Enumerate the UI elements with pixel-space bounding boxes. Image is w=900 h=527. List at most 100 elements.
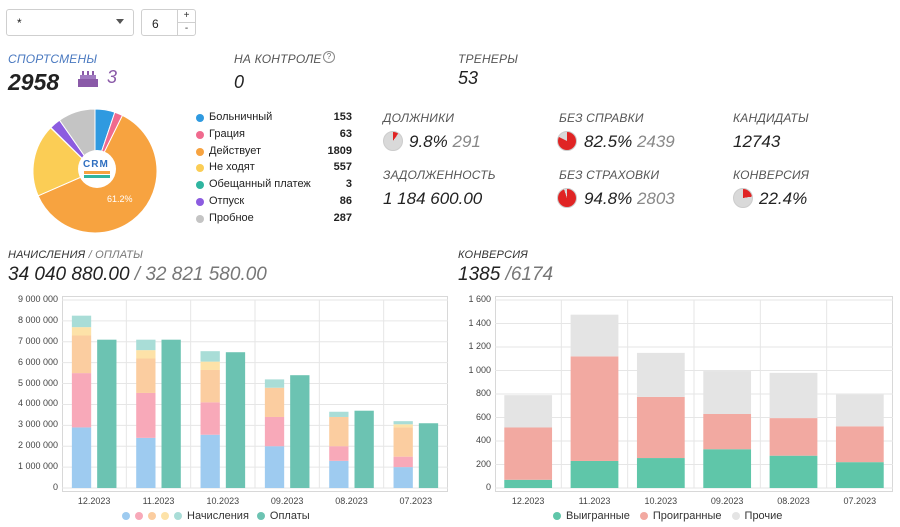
charge-bar-segment[interactable] [136, 437, 156, 488]
legend-item[interactable]: Действует 1809 [196, 145, 352, 161]
charge-bar-segment[interactable] [329, 446, 349, 461]
legend-item[interactable]: Не ходят 557 [196, 161, 352, 177]
charge-bar-segment[interactable] [393, 456, 413, 468]
charge-bar-segment[interactable] [136, 392, 156, 438]
no-cert-label: БЕЗ СПРАВКИ [559, 111, 644, 125]
legend-dot [196, 130, 204, 139]
trainers-label: ТРЕНЕРЫ [458, 52, 519, 66]
charge-bar-segment[interactable] [71, 335, 92, 374]
filter-select[interactable]: * [6, 9, 134, 36]
legend-item[interactable]: Пробное 287 [196, 212, 352, 228]
y-tick-label: 4 000 000 [17, 398, 58, 409]
no-insurance-value: 94.8% 2803 [584, 189, 675, 209]
x-tick-label: 11.2023 [578, 496, 611, 506]
conversion-bar-segment[interactable] [570, 460, 619, 488]
legend-series-label[interactable]: Проигранные [652, 510, 722, 522]
charge-bar-segment[interactable] [200, 369, 220, 403]
conversion-bar-segment[interactable] [703, 413, 752, 450]
charge-bar-segment[interactable] [264, 446, 285, 488]
y-tick-label: 0 [485, 482, 491, 492]
legend-count: 557 [333, 161, 352, 174]
legend-item[interactable]: Больничный 153 [196, 111, 352, 127]
paid-bar[interactable] [97, 339, 117, 488]
charge-bar-segment[interactable] [329, 460, 349, 488]
charge-bar-segment[interactable] [264, 379, 285, 388]
no-insurance-label: БЕЗ СТРАХОВКИ [559, 168, 660, 182]
legend-dot [256, 512, 265, 520]
increment-button[interactable]: + [178, 10, 195, 23]
charge-bar-segment[interactable] [200, 402, 220, 435]
conversion-bar-segment[interactable] [769, 418, 818, 456]
legend-series-label[interactable]: Выигранные [566, 510, 630, 522]
legend-charged-label[interactable]: Начисления [187, 510, 249, 522]
charge-bar-segment[interactable] [200, 434, 220, 488]
legend-series-label[interactable]: Прочие [744, 510, 783, 522]
legend-dot [639, 512, 648, 520]
charge-bar-segment[interactable] [136, 350, 156, 359]
legend-dot [731, 512, 740, 520]
legend-name: Пробное [209, 211, 254, 224]
crm-logo: CRM [78, 150, 116, 188]
charge-bar-segment[interactable] [329, 411, 349, 417]
legend-name: Грация [209, 127, 245, 140]
legend-item[interactable]: Отпуск 86 [196, 195, 352, 211]
y-tick-label: 2 000 000 [17, 440, 58, 451]
legend-paid-label[interactable]: Оплаты [269, 510, 310, 522]
charge-bar-segment[interactable] [329, 416, 349, 447]
conversion-bar-segment[interactable] [504, 479, 553, 488]
charge-bar-segment[interactable] [71, 315, 92, 328]
conversion-bar-segment[interactable] [769, 372, 818, 419]
charge-bar-segment[interactable] [136, 358, 156, 393]
athletes-label: СПОРТСМЕНЫ [8, 52, 98, 66]
paid-bar[interactable] [418, 423, 439, 488]
charge-bar-segment[interactable] [393, 467, 413, 488]
legend-item[interactable]: Грация 63 [196, 128, 352, 144]
conversion-bar-segment[interactable] [703, 449, 752, 488]
charge-bar-segment[interactable] [71, 327, 92, 336]
charge-bar-segment[interactable] [393, 427, 413, 457]
x-tick-label: 10.2023 [206, 496, 240, 506]
charge-bar-segment[interactable] [136, 339, 156, 351]
conversion-bar-segment[interactable] [504, 427, 553, 480]
charge-bar-segment[interactable] [393, 424, 413, 428]
conversion-bar-segment[interactable] [636, 352, 685, 397]
months-stepper[interactable]: 6 + - [141, 9, 196, 36]
conversion-bar-segment[interactable] [570, 356, 619, 461]
charge-bar-segment[interactable] [71, 427, 92, 488]
x-tick-label: 09.2023 [710, 496, 744, 506]
debtors-label: ДОЛЖНИКИ [383, 111, 455, 125]
paid-bar[interactable] [225, 352, 246, 488]
decrement-button[interactable]: - [184, 22, 189, 34]
y-tick-label: 3 000 000 [17, 419, 58, 430]
all-total: /6174 [500, 264, 554, 285]
conversion-bar-segment[interactable] [835, 394, 884, 427]
legend-count: 287 [333, 211, 352, 224]
conversion-bar-segment[interactable] [636, 458, 685, 488]
logo-text: CRM [83, 159, 109, 170]
conversion-bar-segment[interactable] [703, 371, 752, 414]
legend-name: Не ходят [209, 161, 255, 174]
conversion-bar-segment[interactable] [570, 314, 619, 357]
conversion-bar-segment[interactable] [769, 455, 818, 488]
charge-bar-segment[interactable] [264, 416, 285, 447]
legend-item[interactable]: Обещанный платеж 3 [196, 178, 352, 194]
y-tick-label: 200 [475, 458, 491, 469]
help-icon[interactable]: ? [323, 51, 335, 63]
conversion-bar-segment[interactable] [835, 462, 884, 488]
legend-dot [135, 512, 143, 520]
charge-bar-segment[interactable] [393, 421, 413, 425]
charge-bar-segment[interactable] [200, 351, 220, 362]
paid-bar[interactable] [354, 410, 374, 488]
charge-bar-segment[interactable] [264, 387, 285, 417]
months-value: 6 [152, 17, 159, 31]
pie-slice [32, 127, 96, 197]
conversion-bar-segment[interactable] [835, 426, 884, 463]
paid-bar[interactable] [290, 375, 310, 488]
control-value: 0 [234, 72, 245, 92]
charge-bar-segment[interactable] [200, 361, 220, 370]
paid-bar[interactable] [161, 339, 181, 488]
conversion-bar-segment[interactable] [504, 395, 553, 428]
charges-totals: 34 040 880.00 / 32 821 580.00 [8, 264, 267, 286]
conversion-bar-segment[interactable] [636, 396, 685, 459]
charge-bar-segment[interactable] [71, 373, 92, 428]
